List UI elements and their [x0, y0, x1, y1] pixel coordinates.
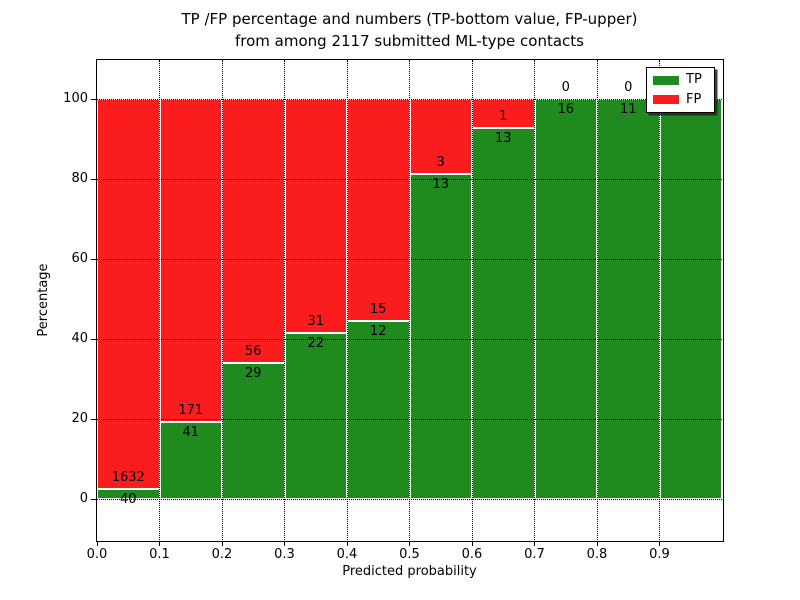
x-tick-mark: [96, 541, 98, 546]
y-tick-mark: [90, 178, 97, 180]
y-tick-label: 100: [63, 91, 88, 106]
y-tick-label: 80: [71, 171, 88, 186]
legend-entry-tp: TP: [647, 73, 714, 87]
y-tick-label: 60: [71, 251, 88, 266]
gridline-vertical: [159, 60, 160, 540]
bar-tp-count-label: 12: [369, 324, 387, 340]
bar-tp-count-label: 11: [619, 102, 637, 117]
legend-label-fp: FP: [686, 91, 702, 107]
y-tick-mark: [90, 418, 97, 420]
gridline-vertical: [596, 60, 598, 540]
x-tick-label: 0.8: [586, 547, 608, 562]
bar-fp-count-label: 0: [561, 80, 570, 95]
gridline-vertical: [409, 60, 410, 540]
gridline-vertical: [346, 60, 348, 540]
bar-fp-count-label: 0: [624, 80, 633, 95]
y-tick-label: 40: [71, 331, 88, 346]
chart-title-line2: from among 2117 submitted ML-type contac…: [235, 32, 584, 50]
x-tick-label: 0.4: [336, 547, 358, 562]
x-tick-mark: [346, 541, 348, 546]
bar-fp-count-label: 1: [499, 108, 508, 124]
gridline-horizontal: [97, 498, 722, 500]
gridline-horizontal: [97, 418, 722, 420]
x-tick-mark: [596, 541, 598, 546]
bar-fp-count-label: 171: [178, 402, 204, 418]
tp-swatch-icon: [653, 76, 679, 85]
gridline-vertical: [471, 60, 473, 540]
x-tick-label: 0.2: [211, 547, 233, 562]
gridline-vertical: [284, 60, 285, 540]
gridline-horizontal: [97, 178, 722, 180]
gridline-vertical: [534, 60, 535, 540]
bar-fp-count-label: 56: [244, 343, 262, 359]
bar-tp-count-label: 13: [494, 130, 512, 146]
bar-fp-segment: [409, 99, 472, 174]
x-tick-label: 0.3: [274, 547, 295, 562]
y-tick-mark: [90, 498, 97, 500]
fp-swatch-icon: [653, 95, 679, 104]
y-tick-mark: [90, 338, 97, 340]
bar-fp-segment: [284, 99, 347, 333]
x-tick-mark: [534, 541, 535, 546]
bar-fp-count-label: 15: [369, 302, 387, 318]
chart-title: TP /FP percentage and numbers (TP-bottom…: [97, 8, 722, 52]
y-tick-label: 20: [71, 411, 88, 426]
gridline-horizontal: [97, 338, 722, 340]
bar-fp-count-label: 1632: [111, 470, 145, 486]
bar-fp-count-label: 3: [436, 155, 445, 170]
y-tick-mark: [90, 98, 97, 100]
x-tick-mark: [159, 541, 160, 546]
y-tick-mark: [90, 258, 97, 260]
legend: TP FP: [646, 67, 715, 113]
x-tick-mark: [471, 541, 473, 546]
bar-tp-count-label: 22: [307, 335, 325, 351]
chart-title-line1: TP /FP percentage and numbers (TP-bottom…: [181, 10, 638, 28]
x-tick-mark: [659, 541, 660, 546]
bar-fp-segment: [347, 99, 410, 322]
x-tick-label: 0.1: [149, 547, 170, 562]
gridline-vertical: [221, 60, 223, 540]
bar-tp-segment: [659, 99, 722, 499]
x-axis-label: Predicted probability: [342, 564, 477, 579]
y-tick-label: 0: [79, 491, 88, 506]
bar-tp-count-label: 40: [119, 492, 137, 508]
bar-fp-count-label: 31: [307, 313, 325, 329]
gridline-horizontal: [97, 98, 722, 100]
bar-fp-segment: [159, 99, 222, 422]
bar-tp-count-label: 13: [432, 177, 450, 192]
x-tick-mark: [221, 541, 223, 546]
gridline-vertical: [659, 60, 660, 540]
x-tick-label: 0.7: [524, 547, 545, 562]
x-tick-label: 0.9: [649, 547, 670, 562]
x-tick-label: 0.0: [86, 547, 108, 562]
x-tick-mark: [284, 541, 285, 546]
legend-entry-fp: FP: [647, 91, 714, 107]
x-tick-label: 0.5: [399, 547, 420, 562]
x-tick-mark: [409, 541, 410, 546]
legend-label-tp: TP: [686, 72, 702, 88]
x-tick-label: 0.6: [461, 547, 483, 562]
bar-tp-count-label: 16: [557, 102, 575, 117]
bar-tp-count-label: 41: [182, 424, 200, 440]
bar-tp-count-label: 29: [244, 365, 262, 381]
gridline-horizontal: [97, 258, 722, 260]
